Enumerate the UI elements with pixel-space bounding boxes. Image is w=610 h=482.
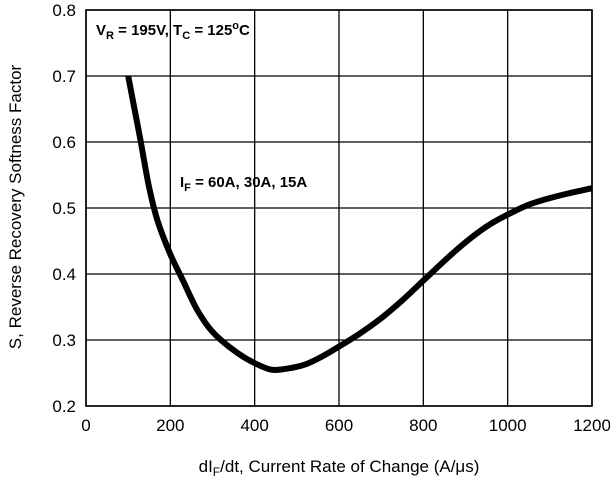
y-tick-labels: 0.2 0.3 0.4 0.5 0.6 0.7 0.8 <box>52 1 76 416</box>
conditions-annotation: VR = 195V, TC = 125oC <box>96 20 250 42</box>
x-tick-label: 800 <box>409 416 437 435</box>
y-axis-label: S, Reverse Recovery Softness Factor <box>6 64 25 349</box>
y-tick-label: 0.7 <box>52 67 76 86</box>
x-tick-labels: 0 200 400 600 800 1000 1200 <box>81 416 610 435</box>
plot-frame <box>85 9 593 407</box>
x-tick-label: 200 <box>156 416 184 435</box>
x-tick-label: 600 <box>325 416 353 435</box>
x-tick-label: 0 <box>81 416 90 435</box>
y-tick-label: 0.6 <box>52 133 76 152</box>
y-tick-label: 0.5 <box>52 199 76 218</box>
x-tick-label: 400 <box>240 416 268 435</box>
y-tick-label: 0.3 <box>52 331 76 350</box>
current-annotation: IF = 60A, 30A, 15A <box>180 174 307 194</box>
y-tick-label: 0.4 <box>52 265 76 284</box>
y-tick-label: 0.8 <box>52 1 76 20</box>
x-axis-label: dIF/dt, Current Rate of Change (A/μs) <box>199 457 480 479</box>
x-tick-label: 1000 <box>489 416 527 435</box>
softness-curve <box>125 75 593 374</box>
x-tick-label: 1200 <box>573 416 610 435</box>
y-tick-label: 0.2 <box>52 397 76 416</box>
